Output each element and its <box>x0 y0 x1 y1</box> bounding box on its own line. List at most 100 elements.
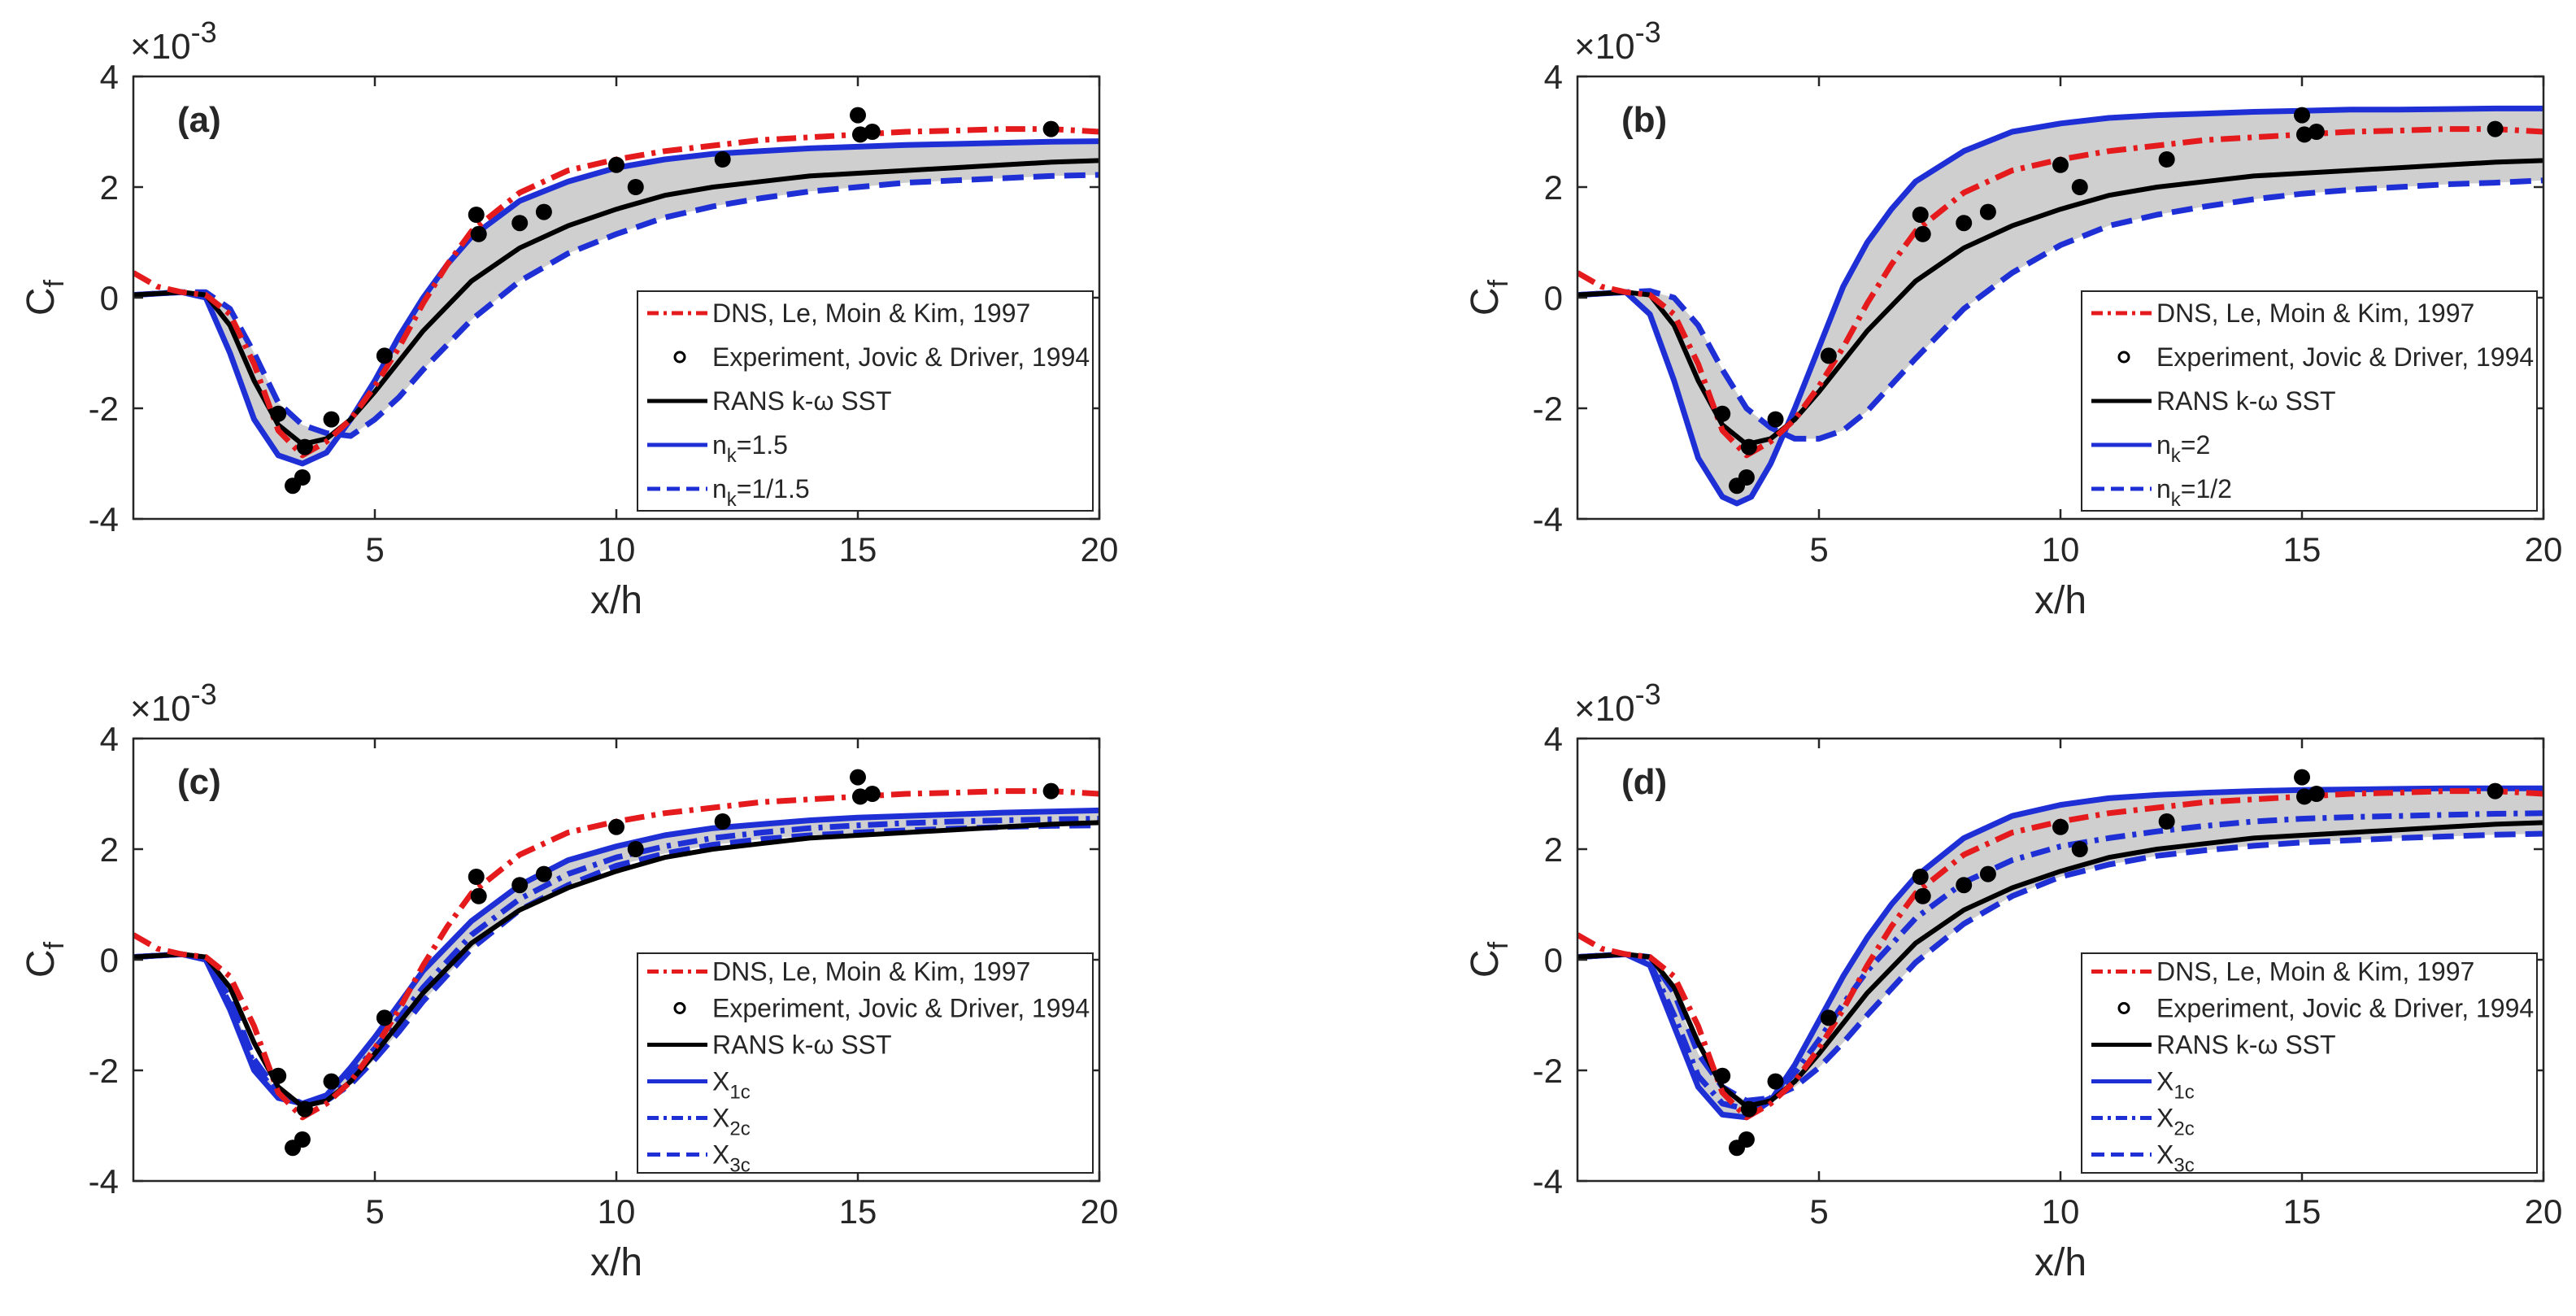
y-axis-label: Cf <box>1464 279 1514 316</box>
experiment-point <box>535 865 552 882</box>
experiment-point <box>608 156 624 173</box>
y-exponent-multiplier: ×10-3 <box>1574 15 1661 67</box>
legend-label-subscript: 2c <box>729 1118 750 1140</box>
series-line-rans <box>133 820 1099 1109</box>
experiment-point <box>296 438 313 455</box>
experiment-point <box>2071 841 2088 857</box>
y-exponent-multiplier: ×10-3 <box>130 15 217 67</box>
experiment-point <box>864 124 881 140</box>
y-tick-label: -4 <box>1533 1162 1563 1201</box>
experiment-point <box>323 1073 340 1090</box>
experiment-point <box>2052 818 2069 835</box>
y-axis-label: Cf <box>1464 941 1514 978</box>
experiment-point <box>2487 782 2504 800</box>
x-axis-label: x/h <box>590 579 642 622</box>
experiment-point <box>1979 865 1996 882</box>
legend-label-subscript: 3c <box>2174 1155 2194 1177</box>
x-tick-label: 10 <box>598 1192 636 1231</box>
plot-area <box>133 107 1099 495</box>
experiment-point <box>535 203 552 220</box>
y-axis-label-subscript: f <box>39 941 70 949</box>
experiment-point <box>2071 179 2088 195</box>
legend-marker <box>2117 351 2130 364</box>
y-tick-label: 2 <box>1544 168 1563 207</box>
y-tick-label: 0 <box>100 279 119 317</box>
y-tick-label: -2 <box>1533 390 1563 428</box>
legend-label-subscript: k <box>727 489 738 511</box>
experiment-point <box>1820 1009 1837 1026</box>
experiment-point <box>1738 1131 1755 1148</box>
legend-box <box>2081 952 2538 1174</box>
series-line-x3 <box>1577 830 2543 1104</box>
legend-label: Experiment, Jovic & Driver, 1994 <box>2156 342 2534 372</box>
series-line-x2 <box>1577 810 2543 1113</box>
legend-label: RANS k-ω SST <box>2156 386 2336 416</box>
x-tick-label: 15 <box>2283 530 2321 569</box>
experiment-point <box>1738 469 1755 486</box>
legend-label: DNS, Le, Moin & Kim, 1997 <box>2156 298 2474 328</box>
experiment-point <box>511 877 529 894</box>
experiment-point <box>376 347 393 364</box>
y-exponent-power: -3 <box>191 15 217 49</box>
y-exponent-multiplier: ×10-3 <box>130 678 217 729</box>
y-tick-label: -4 <box>89 500 119 538</box>
experiment-point <box>323 411 340 428</box>
experiment-point <box>1714 1067 1731 1084</box>
x-tick-label: 15 <box>2283 1192 2321 1231</box>
series-line-x1 <box>133 807 1099 1107</box>
y-tick-label: 4 <box>100 58 119 96</box>
y-tick-label: 2 <box>100 830 119 869</box>
x-tick-label: 20 <box>1081 530 1119 569</box>
y-axis-label: Cf <box>20 941 70 978</box>
legend-box <box>637 952 1094 1174</box>
experiment-point <box>294 1131 311 1148</box>
series-line-x2 <box>133 816 1099 1107</box>
legend-label: nk=1/2 <box>2156 474 2232 511</box>
series-line-rans <box>1577 820 2543 1109</box>
experiment-point <box>1042 120 1060 137</box>
x-tick-label: 5 <box>1809 1192 1828 1231</box>
series-line-nk_lo <box>1577 177 2543 442</box>
experiment-point <box>850 107 866 124</box>
legend-label: RANS k-ω SST <box>2156 1031 2336 1060</box>
series-line-dns <box>133 788 1099 1121</box>
experiment-point <box>470 887 487 904</box>
x-axis-label: x/h <box>590 1241 642 1284</box>
y-tick-label: 4 <box>1544 720 1563 758</box>
legend-label: Experiment, Jovic & Driver, 1994 <box>712 994 1090 1023</box>
x-tick-label: 20 <box>2525 530 2563 569</box>
y-tick-label: 4 <box>100 720 119 758</box>
x-tick-label: 10 <box>2042 530 2080 569</box>
experiment-point <box>296 1100 313 1118</box>
series-line-rans <box>1577 158 2543 447</box>
experiment-point <box>850 769 866 786</box>
experiment-point <box>1767 1073 1784 1090</box>
y-exponent-multiplier: ×10-3 <box>1574 678 1661 729</box>
y-axis-label-subscript: f <box>1483 941 1514 949</box>
experiment-point <box>294 469 311 486</box>
experiment-point <box>1740 438 1757 455</box>
experiment-point <box>1914 887 1931 904</box>
legend-label-subscript: 3c <box>729 1155 750 1177</box>
experiment-point <box>270 405 287 422</box>
legend-label-subscript: k <box>2171 445 2182 467</box>
experiment-point <box>511 215 529 232</box>
panel-label: (d) <box>1621 762 1667 802</box>
legend-box <box>637 290 1094 512</box>
experiment-point <box>2158 813 2175 830</box>
y-tick-label: 4 <box>1544 58 1563 96</box>
y-tick-label: 0 <box>1544 941 1563 979</box>
legend-label-subscript: 1c <box>729 1082 750 1104</box>
experiment-point <box>376 1009 393 1026</box>
legend-marker <box>673 1002 686 1014</box>
series-line-nk_lo <box>133 172 1099 439</box>
x-tick-label: 5 <box>1809 530 1828 569</box>
x-tick-label: 5 <box>365 1192 384 1231</box>
y-tick-label: 2 <box>100 168 119 207</box>
plot-area <box>1577 105 2543 507</box>
y-axis-label-subscript: f <box>39 279 70 287</box>
experiment-point <box>714 813 731 830</box>
x-tick-label: 10 <box>598 530 636 569</box>
